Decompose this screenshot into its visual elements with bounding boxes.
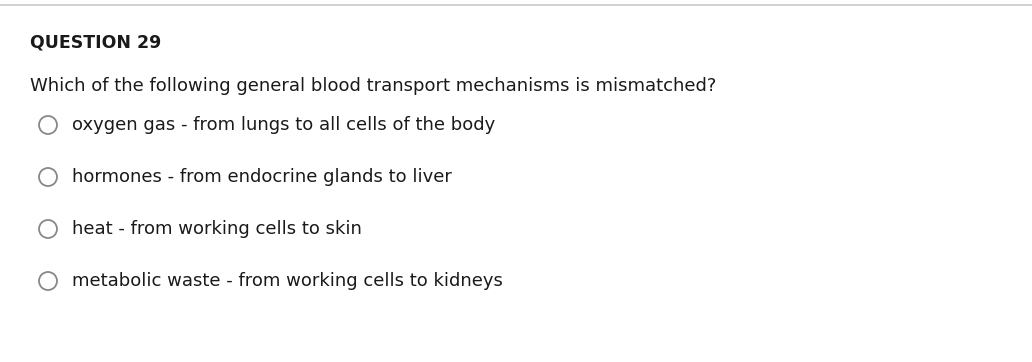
Text: metabolic waste - from working cells to kidneys: metabolic waste - from working cells to …	[72, 272, 503, 290]
Text: QUESTION 29: QUESTION 29	[30, 33, 161, 51]
Text: hormones - from endocrine glands to liver: hormones - from endocrine glands to live…	[72, 168, 452, 186]
Text: oxygen gas - from lungs to all cells of the body: oxygen gas - from lungs to all cells of …	[72, 116, 495, 134]
Text: Which of the following general blood transport mechanisms is mismatched?: Which of the following general blood tra…	[30, 77, 716, 95]
Text: heat - from working cells to skin: heat - from working cells to skin	[72, 220, 362, 238]
